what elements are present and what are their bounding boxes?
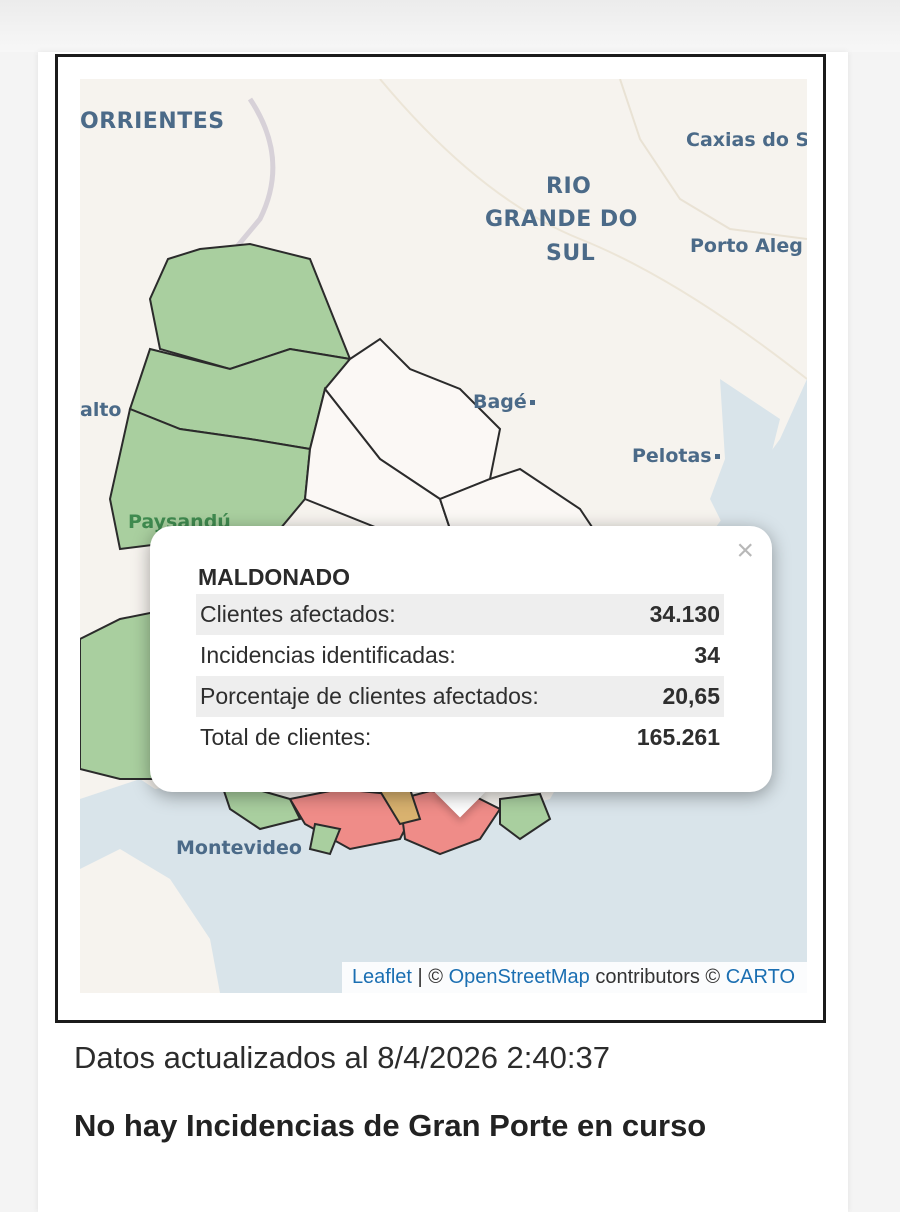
argentina-coast xyxy=(80,849,220,993)
label-rio-grande-2: GRANDE DO xyxy=(485,207,638,232)
major-incidents-notice: No hay Incidencias de Gran Porte en curs… xyxy=(74,1108,707,1143)
updated-timestamp: Datos actualizados al 8/4/2026 2:40:37 xyxy=(74,1040,610,1075)
map-base xyxy=(80,79,807,993)
row-value: 20,65 xyxy=(662,683,720,709)
region-artigas xyxy=(148,242,352,371)
osm-link[interactable]: OpenStreetMap xyxy=(448,966,590,988)
row-value: 34 xyxy=(694,642,720,668)
carto-link[interactable]: CARTO xyxy=(725,966,795,988)
label-rio-grande-1: RIO xyxy=(546,174,592,199)
label-porto-alegre: Porto Aleg xyxy=(690,235,803,257)
attribution-separator: | © xyxy=(412,966,449,988)
ocean xyxy=(80,379,807,993)
row-value: 165.261 xyxy=(636,724,720,750)
label-pelotas: Pelotas xyxy=(632,445,720,467)
city-dot-icon xyxy=(714,454,720,459)
popup-row: Total de clientes: 165.261 xyxy=(196,717,724,758)
region-paysandu xyxy=(108,407,312,551)
road-line xyxy=(619,79,807,240)
close-icon[interactable]: × xyxy=(736,534,754,567)
row-label: Clientes afectados: xyxy=(200,601,396,627)
label-corrientes: ORRIENTES xyxy=(80,109,225,134)
lagoon xyxy=(710,379,780,539)
row-label: Total de clientes: xyxy=(200,724,372,750)
label-rio-grande-3: SUL xyxy=(546,241,596,266)
row-value: 34.130 xyxy=(649,601,720,627)
row-label: Incidencias identificadas: xyxy=(200,642,456,668)
region-popup: × MALDONADO Clientes afectados: 34.130 I… xyxy=(150,526,772,792)
river-plate xyxy=(80,779,200,869)
road-line-2 xyxy=(379,79,807,380)
attribution-contributors: contributors © xyxy=(589,966,726,988)
label-bage: Bagé xyxy=(473,391,535,413)
popup-row: Incidencias identificadas: 34 xyxy=(196,635,724,676)
popup-row: Porcentaje de clientes afectados: 20,65 xyxy=(196,676,724,717)
popup-title: MALDONADO xyxy=(198,564,351,590)
popup-table: Clientes afectados: 34.130 Incidencias i… xyxy=(196,594,724,758)
city-dot-icon xyxy=(529,400,535,405)
popup-row: Clientes afectados: 34.130 xyxy=(196,594,724,635)
river-line xyxy=(208,97,276,281)
label-caxias: Caxias do S xyxy=(686,129,807,151)
map-attribution: Leaflet | © OpenStreetMap contributors ©… xyxy=(341,962,807,993)
top-strip xyxy=(0,0,900,52)
label-salto: alto xyxy=(80,399,122,421)
label-montevideo: Montevideo xyxy=(176,837,302,859)
leaflet-link[interactable]: Leaflet xyxy=(351,966,412,988)
row-label: Porcentaje de clientes afectados: xyxy=(200,683,539,709)
region-rocha xyxy=(499,792,552,841)
region-montevideo xyxy=(308,822,342,856)
